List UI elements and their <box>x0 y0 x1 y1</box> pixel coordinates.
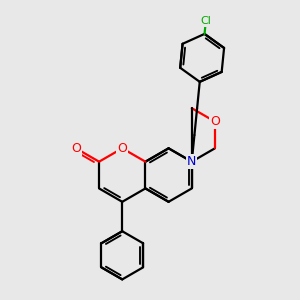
Text: N: N <box>187 155 196 168</box>
Text: O: O <box>117 142 127 155</box>
Text: O: O <box>210 115 220 128</box>
Text: O: O <box>71 142 81 155</box>
Text: Cl: Cl <box>200 16 211 26</box>
